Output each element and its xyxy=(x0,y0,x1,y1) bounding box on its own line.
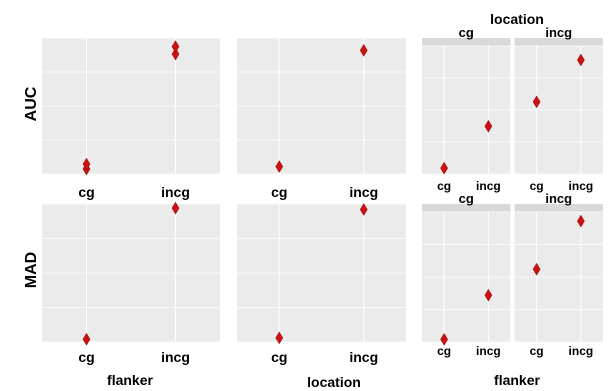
data-point xyxy=(532,95,541,109)
data-point xyxy=(171,40,180,54)
facet-strip xyxy=(422,204,511,212)
data-point xyxy=(484,119,493,133)
facet-strip xyxy=(514,38,603,46)
x-tick-label: incg xyxy=(161,184,190,200)
data-point xyxy=(359,43,368,57)
x-tick-label: cg xyxy=(271,184,287,200)
column-title-flanker: flanker xyxy=(107,372,153,388)
column-title-flanker-faceted: flanker xyxy=(494,372,540,388)
facet-strip-label: cg xyxy=(459,25,474,40)
facet-title-top: location xyxy=(490,11,544,27)
x-tick-label: cg xyxy=(530,179,544,193)
facet-strip xyxy=(514,204,603,212)
data-point xyxy=(82,332,91,346)
column-title-location: location xyxy=(307,374,361,390)
x-tick-label: cg xyxy=(78,184,94,200)
facet-strip-label: incg xyxy=(545,191,572,206)
facet-strip-label: incg xyxy=(545,25,572,40)
x-tick-label: incg xyxy=(476,179,501,193)
x-tick-label: incg xyxy=(349,184,378,200)
data-point xyxy=(577,214,585,228)
data-point xyxy=(275,160,284,173)
x-tick-label: incg xyxy=(476,344,501,358)
x-tick-label: cg xyxy=(437,179,451,193)
x-tick-label: cg xyxy=(78,349,94,365)
data-point xyxy=(440,161,448,175)
x-tick-label: cg xyxy=(437,344,451,358)
x-tick-label: cg xyxy=(530,344,544,358)
x-tick-label: cg xyxy=(271,349,287,365)
facet-strip xyxy=(422,38,511,46)
data-point xyxy=(275,331,284,345)
data-point xyxy=(440,333,448,346)
row-label-auc: AUC xyxy=(23,86,40,121)
facet-strip-label: cg xyxy=(459,191,474,206)
data-point xyxy=(484,288,493,302)
data-point xyxy=(359,203,368,216)
x-tick-label: incg xyxy=(569,179,594,193)
x-tick-label: incg xyxy=(349,349,378,365)
x-tick-label: incg xyxy=(161,349,190,365)
data-point xyxy=(171,201,180,215)
data-point xyxy=(532,262,541,276)
data-point xyxy=(577,53,585,67)
data-point xyxy=(171,47,180,61)
data-point xyxy=(82,157,91,171)
x-tick-label: incg xyxy=(569,344,594,358)
row-label-mad: MAD xyxy=(23,252,40,288)
